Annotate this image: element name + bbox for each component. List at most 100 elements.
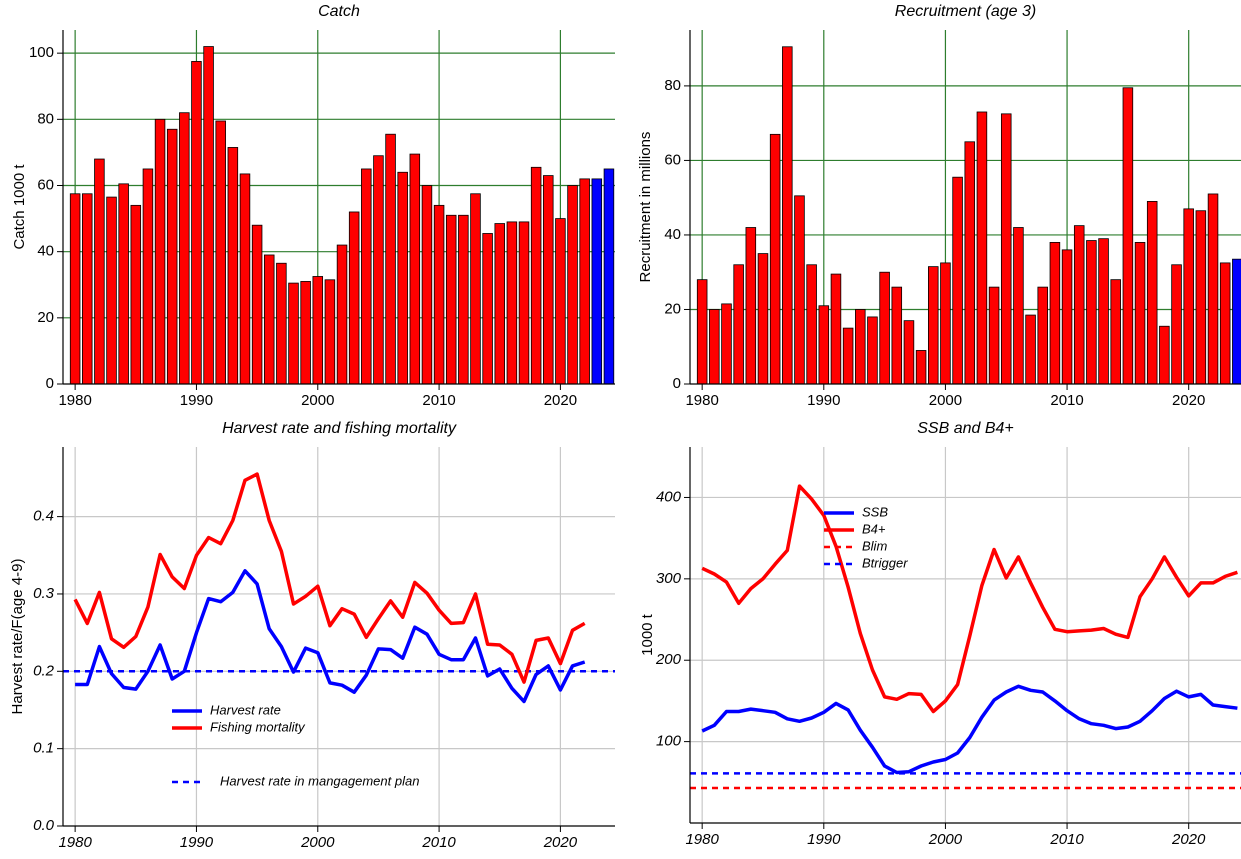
bar [336, 244, 348, 384]
bar [251, 224, 263, 384]
bar [154, 118, 166, 384]
series-line [701, 684, 1238, 775]
x-tick-label: 2000 [300, 834, 335, 851]
bar [964, 141, 976, 384]
bar [482, 233, 493, 384]
x-tick-label: 2020 [543, 834, 578, 851]
bar [1232, 258, 1241, 384]
y-tick-label: 0.4 [33, 508, 54, 525]
bar [1146, 201, 1158, 384]
legend-label: Blim [862, 538, 887, 553]
x-tick-label: 1980 [685, 831, 719, 848]
bar [757, 253, 769, 384]
y-tick-label: 80 [37, 110, 54, 127]
series-line [701, 484, 1238, 714]
x-tick-label: 2020 [1171, 831, 1206, 848]
bar [940, 262, 951, 384]
bar [745, 227, 757, 384]
bar [806, 264, 817, 384]
bar [288, 282, 299, 384]
x-tick-label: 2020 [544, 392, 577, 409]
bar [227, 147, 239, 384]
bar [603, 168, 615, 384]
y-tick-label: 40 [664, 226, 681, 243]
y-tick-label: 60 [37, 176, 54, 193]
y-tick-label: 100 [656, 733, 682, 750]
bar [312, 276, 324, 384]
bar [842, 327, 854, 384]
bar [470, 193, 481, 384]
bar [361, 168, 372, 384]
bar [1195, 210, 1207, 384]
x-tick-label: 1990 [180, 834, 214, 851]
y-tick-label: 20 [37, 309, 54, 326]
y-tick-label: 0 [46, 375, 54, 392]
x-tick-label: 1990 [807, 831, 841, 848]
bar [1219, 262, 1231, 384]
x-tick-label: 1980 [58, 834, 92, 851]
bar [276, 262, 287, 384]
bar [1086, 240, 1097, 384]
bar [494, 223, 505, 384]
bar [709, 309, 720, 384]
bar [928, 266, 939, 384]
y-tick-label: 20 [664, 300, 681, 317]
plot-area [63, 472, 615, 704]
bar [721, 303, 732, 384]
bar [421, 185, 433, 384]
y-tick-label: 200 [655, 651, 682, 668]
bar [988, 286, 1000, 384]
bar [1183, 208, 1194, 384]
bar [300, 281, 311, 384]
plot-area [696, 46, 1241, 384]
y-tick-label: 60 [664, 151, 681, 168]
bar [445, 214, 457, 384]
legend-label: B4+ [862, 521, 886, 536]
chart-title: Recruitment (age 3) [895, 3, 1036, 20]
bar [579, 178, 590, 384]
y-axis-label: Catch 1000 t [11, 164, 28, 250]
legend-label: SSB [862, 504, 888, 519]
bar [879, 271, 890, 384]
bar [1159, 325, 1170, 384]
bar [555, 218, 566, 384]
bar [1110, 279, 1121, 384]
x-tick-label: 2000 [301, 392, 334, 409]
bar [506, 221, 518, 384]
y-tick-label: 0.2 [33, 662, 55, 679]
bar [1025, 314, 1036, 384]
bar [567, 185, 578, 384]
bar [324, 279, 336, 384]
bar [976, 111, 988, 384]
chart-title: SSB and B4+ [917, 420, 1014, 437]
bar [1073, 225, 1085, 384]
plot-area [69, 46, 615, 384]
legend-label: Harvest rate in mangagement plan [220, 773, 419, 788]
bar [130, 204, 142, 384]
bar [1207, 193, 1219, 384]
y-axis-label: 1000 t [639, 613, 656, 656]
bar [239, 173, 251, 384]
chart-panel: Recruitment (age 3) Recruitment in millio… [637, 3, 1241, 409]
bar [818, 305, 830, 384]
bar [867, 316, 878, 384]
bar [1098, 238, 1109, 384]
bar [1049, 241, 1061, 384]
bar [855, 309, 866, 384]
chart-panel: Catch Catch 1000 t 1980 1990 2000 2010 2020 0 20… [11, 3, 615, 409]
y-axis-label: Recruitment in millions [637, 132, 654, 283]
legend-label: Fishing mortality [210, 719, 306, 734]
bar [1000, 113, 1012, 384]
bar [203, 46, 214, 384]
bar [69, 193, 81, 384]
bar [179, 112, 190, 384]
y-tick-label: 0.1 [33, 740, 54, 757]
bar [903, 320, 915, 384]
y-tick-label: 300 [656, 570, 682, 587]
bar [1171, 264, 1182, 384]
bar [142, 168, 154, 384]
x-tick-label: 1980 [58, 392, 91, 409]
chart-panel: SSB and B4+ 1000 t 1980 1990 2000 2010 2020 100… [639, 420, 1241, 848]
x-tick-label: 1990 [180, 392, 213, 409]
